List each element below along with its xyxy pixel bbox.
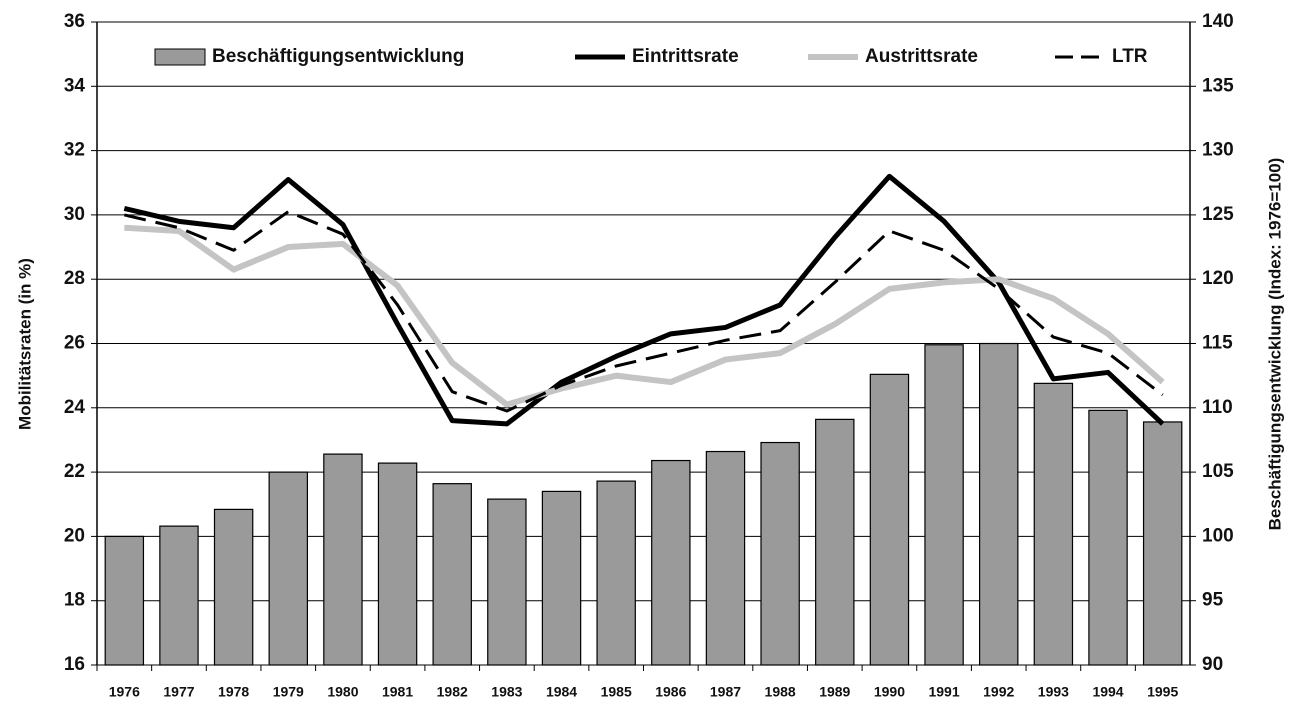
y2-tick-label: 135: [1202, 75, 1234, 96]
y2-tick-label: 130: [1202, 140, 1234, 161]
x-tick-label: 1987: [710, 684, 741, 700]
x-tick-label: 1981: [382, 684, 413, 700]
bar: [705, 450, 746, 666]
bar: [323, 453, 363, 666]
bar: [541, 490, 582, 666]
y2-tick-label: 140: [1202, 11, 1234, 32]
bar: [596, 480, 636, 666]
x-tick-label: 1988: [765, 684, 796, 700]
bar: [1088, 409, 1128, 666]
x-tick-label: 1983: [491, 684, 522, 700]
y2-tick-label: 95: [1202, 590, 1224, 611]
bar: [869, 373, 910, 666]
y2-tick-label: 100: [1202, 525, 1234, 546]
bar: [978, 342, 1019, 666]
x-tick-label: 1984: [546, 684, 577, 700]
x-tick-label: 1992: [983, 684, 1014, 700]
y-tick-label: 18: [64, 590, 85, 611]
legend-label: Eintrittsrate: [632, 46, 739, 67]
x-tick-label: 1978: [218, 684, 249, 700]
y-tick-label: 22: [64, 461, 85, 482]
y-tick-label: 20: [64, 525, 85, 546]
y2-axis-label: Beschäftigungsentwicklung (Index: 1976=1…: [1265, 158, 1284, 531]
x-tick-label: 1995: [1147, 684, 1178, 700]
line: [123, 210, 1164, 413]
bar: [268, 471, 309, 666]
x-tick-label: 1989: [819, 684, 850, 700]
bar: [432, 483, 472, 666]
bar: [760, 441, 800, 666]
y-tick-label: 16: [64, 654, 85, 675]
y2-tick-label: 120: [1202, 268, 1234, 289]
bar: [104, 535, 145, 666]
bar: [651, 459, 691, 666]
y-tick-label: 34: [64, 75, 86, 96]
y-tick-label: 24: [64, 397, 86, 418]
x-tick-label: 1991: [928, 684, 959, 700]
bar: [213, 508, 254, 666]
y-axis-label: Mobilitätsraten (in %): [15, 258, 34, 430]
y-tick-label: 32: [64, 140, 85, 161]
y-tick-label: 30: [64, 204, 85, 225]
y-tick-label: 28: [64, 268, 85, 289]
x-tick-label: 1994: [1092, 684, 1123, 700]
y-tick-label: 26: [64, 333, 85, 354]
bar: [377, 462, 418, 666]
x-tick-label: 1979: [273, 684, 304, 700]
x-tick-label: 1985: [601, 684, 632, 700]
bar: [1142, 421, 1183, 666]
y2-tick-label: 110: [1202, 397, 1233, 418]
x-tick-label: 1976: [109, 684, 140, 700]
legend-swatch: [154, 48, 206, 66]
bar: [924, 344, 964, 666]
line: [124, 224, 1165, 408]
legend-label: Beschäftigungsentwicklung: [212, 46, 464, 67]
legend-label: Austrittsrate: [865, 46, 978, 67]
x-tick-label: 1993: [1038, 684, 1069, 700]
y2-tick-label: 105: [1202, 461, 1234, 482]
x-tick-label: 1990: [874, 684, 905, 700]
bar: [1033, 382, 1074, 666]
y2-tick-label: 90: [1202, 654, 1223, 675]
legend-label: LTR: [1112, 46, 1148, 67]
y2-tick-label: 125: [1202, 204, 1234, 225]
x-tick-label: 1977: [163, 684, 194, 700]
line: [123, 173, 1165, 427]
bar: [815, 418, 855, 666]
y-tick-label: 36: [64, 11, 85, 32]
x-tick-label: 1986: [655, 684, 686, 700]
y2-tick-label: 115: [1202, 333, 1233, 354]
bar: [487, 498, 527, 666]
bar: [159, 525, 199, 666]
x-tick-label: 1982: [437, 684, 468, 700]
x-tick-label: 1980: [327, 684, 358, 700]
